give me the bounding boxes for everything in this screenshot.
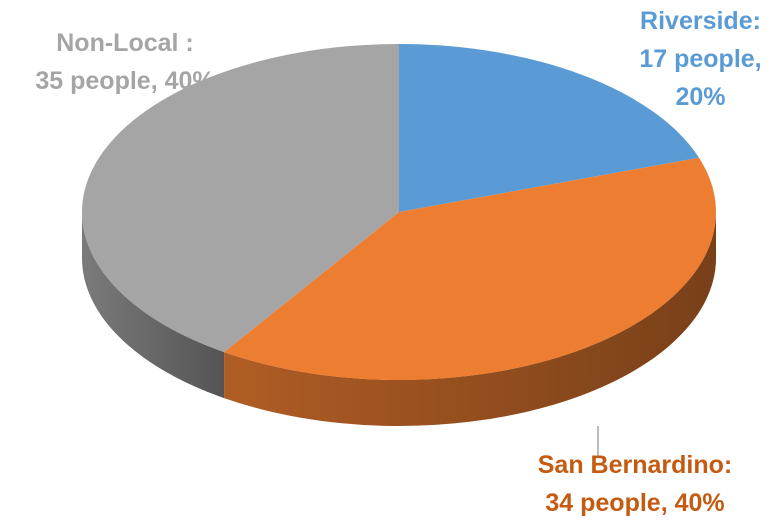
value-label: 34 people, 40% [545,489,725,517]
slice-side-shade [224,212,716,427]
slice-side-shade [82,212,225,399]
category-label: Non-Local : [56,29,194,57]
category-label: San Bernardino: [537,451,733,479]
slice [224,157,716,380]
slice [399,44,700,212]
slice [81,43,399,353]
value-label: 17 people, 20% [639,45,762,111]
category-label: Riverside: [640,7,761,35]
label-non-local: Non-Local : 35 people, 40% [0,24,250,100]
value-label: 35 people, 40% [35,67,215,95]
label-riverside: Riverside: 17 people, 20% [618,2,782,116]
label-san-bernardino: San Bernardino: 34 people, 40% [490,446,780,522]
